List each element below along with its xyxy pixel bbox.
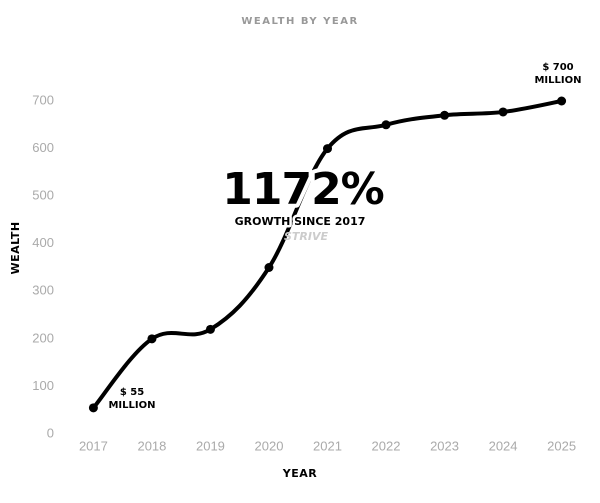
y-axis-label: WEALTH: [9, 221, 22, 274]
point: [381, 120, 391, 130]
annotation: $ 700: [542, 62, 573, 73]
point: [264, 263, 274, 272]
x-tick-label: 2021: [313, 438, 342, 453]
y-tick-label: 600: [32, 140, 54, 155]
point: [88, 403, 98, 413]
y-tick-label: 400: [32, 235, 54, 250]
y-tick-label: 700: [32, 92, 54, 107]
x-tick-label: 2018: [137, 438, 166, 453]
point: [440, 110, 450, 120]
point: [323, 144, 332, 154]
x-tick-label: 2020: [255, 438, 284, 453]
annotation: STRIVE: [284, 230, 329, 243]
annotation: $ 55: [120, 387, 144, 398]
x-tick-label: 2022: [372, 438, 401, 453]
y-tick-label: 500: [32, 188, 54, 203]
point: [557, 96, 567, 106]
annotation: 1172%: [222, 164, 384, 215]
annotation: MILLION: [534, 75, 581, 86]
x-tick-label: 2019: [196, 438, 225, 453]
chart-title: WEALTH BY YEAR: [241, 16, 358, 27]
y-tick-label: 300: [32, 283, 54, 298]
y-tick-label: 200: [32, 330, 54, 345]
y-tick-label: 100: [32, 378, 54, 393]
y-tick-label: 0: [47, 425, 54, 440]
line: [91, 99, 562, 410]
point: [205, 324, 215, 334]
x-tick-label: 2023: [430, 438, 459, 453]
annotation: MILLION: [108, 400, 155, 411]
x-tick-label: 2024: [489, 438, 518, 453]
x-tick-label: 2025: [547, 438, 576, 453]
x-tick-label: 2017: [79, 438, 108, 453]
x-axis-label: YEAR: [282, 467, 317, 480]
point: [498, 107, 508, 117]
point: [147, 334, 157, 344]
annotation: GROWTH SINCE 2017: [235, 215, 366, 228]
